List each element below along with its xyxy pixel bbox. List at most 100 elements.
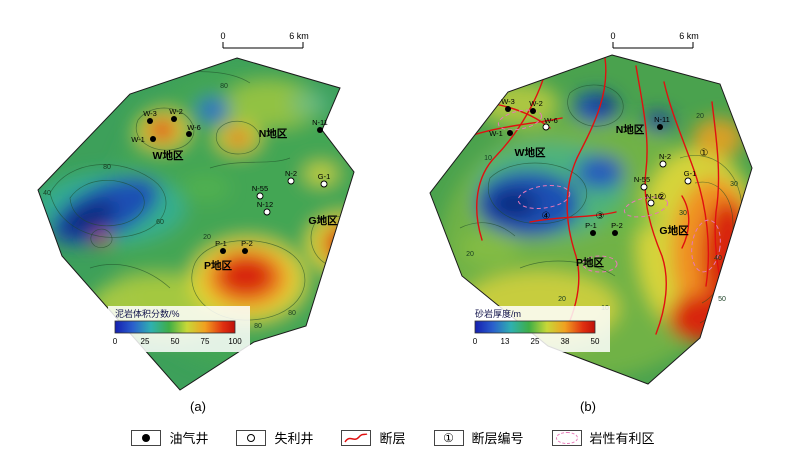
legend: 油气井 失利井 断层 ① 断层编号 岩性有利区 xyxy=(0,428,786,447)
legend-item-failed-well: 失利井 xyxy=(236,428,313,447)
contour-value-label: 60 xyxy=(156,219,164,226)
contour-value-label: 80 xyxy=(254,323,262,330)
fault-number-label: ② xyxy=(658,192,667,203)
colorbar-tick: 50 xyxy=(171,337,180,346)
failed-well-marker xyxy=(640,183,648,191)
scalebar-end-label: 6 km xyxy=(289,31,309,41)
colorbar-tick: 75 xyxy=(201,337,210,346)
well-label: N-2 xyxy=(285,169,297,178)
oil-well-marker xyxy=(186,131,192,137)
colorbar-tick: 100 xyxy=(228,337,242,346)
well-label: N-2 xyxy=(659,152,671,161)
region-label: G地区 xyxy=(308,214,338,227)
oil-well-marker xyxy=(505,106,511,112)
oil-well-marker xyxy=(612,230,618,236)
well-label: P-2 xyxy=(611,221,623,230)
map-a-outline xyxy=(37,57,355,391)
failed-well-marker xyxy=(263,208,271,216)
contour-value-label: 20 xyxy=(696,113,704,120)
oil-well-icon xyxy=(142,433,151,442)
fault-lines xyxy=(469,57,727,335)
oil-well-marker xyxy=(657,124,663,130)
map-b-outline xyxy=(429,54,753,385)
oil-well-marker xyxy=(507,130,513,136)
region-label: P地区 xyxy=(204,259,233,272)
region-label: N地区 xyxy=(616,123,645,136)
failed-well-marker xyxy=(542,123,550,131)
legend-label: 岩性有利区 xyxy=(589,431,655,446)
contour-value-label: 40 xyxy=(714,255,722,262)
map-b-overlay: 102030304050201020①②③④W地区N地区G地区P地区W-3W-2… xyxy=(466,97,738,312)
contour-value-label: 10 xyxy=(484,155,492,162)
colorbar-tick: 13 xyxy=(501,337,510,346)
legend-label: 失利井 xyxy=(274,431,314,446)
colorbar-tick: 0 xyxy=(113,337,118,346)
legend-item-favorable-zone: 岩性有利区 xyxy=(551,428,655,447)
contour-value-label: 50 xyxy=(718,296,726,303)
oil-well-marker xyxy=(150,136,156,142)
favorable-zone-symbol-box xyxy=(551,429,582,446)
panel-b: 102030304050201020①②③④W地区N地区G地区P地区W-3W-2… xyxy=(400,8,776,400)
legend-item-fault: 断层 xyxy=(341,428,406,447)
contour-value-label: 20 xyxy=(558,296,566,303)
region-label: W地区 xyxy=(515,146,546,159)
well-label: N-55 xyxy=(252,184,268,193)
oil-well-marker xyxy=(220,248,226,254)
contour-value-label: 30 xyxy=(730,181,738,188)
well-label: W-3 xyxy=(501,97,515,106)
colorbar-a: 泥岩体积分数/% 0 25 50 75 100 xyxy=(108,306,250,352)
well-label: W-6 xyxy=(187,123,201,132)
well-label: W-2 xyxy=(529,99,543,108)
colorbar-title: 泥岩体积分数/% xyxy=(115,308,180,319)
well-label: G-1 xyxy=(318,172,331,181)
contour-value-label: 80 xyxy=(288,310,296,317)
failed-well-symbol-box xyxy=(236,429,267,446)
well-label: P-1 xyxy=(585,221,597,230)
panel-a: 80 40 80 60 20 80 80 W地区 N地区 G地区 P地区 W-3 W-2 W-6 W-1 N-… xyxy=(10,8,386,400)
fault-number-label: ① xyxy=(700,148,709,159)
failed-well-marker xyxy=(320,180,328,188)
failed-well-marker xyxy=(287,177,295,185)
colorbar-tick: 25 xyxy=(531,337,540,346)
legend-item-fault-number: ① 断层编号 xyxy=(433,428,524,447)
well-label: P-2 xyxy=(241,239,253,248)
well-label: W-6 xyxy=(544,116,558,125)
well-label: N-16 xyxy=(646,192,662,201)
colorbar-title: 砂岩厚度/m xyxy=(475,308,521,319)
well-label: G-1 xyxy=(684,169,697,178)
colorbar-tick: 50 xyxy=(591,337,600,346)
region-label: W地区 xyxy=(153,149,184,162)
contour-value-label: 40 xyxy=(43,190,51,197)
scalebar-a: 0 6 km xyxy=(220,31,309,49)
oil-well-marker xyxy=(590,230,596,236)
oil-well-marker xyxy=(530,108,536,114)
favorable-zones xyxy=(497,109,721,273)
fault-line-icon xyxy=(344,432,368,442)
scalebar-zero-label: 0 xyxy=(610,31,615,41)
panel-a-caption: (a) xyxy=(190,399,206,414)
legend-label: 油气井 xyxy=(169,431,209,446)
oil-well-marker xyxy=(242,248,248,254)
oil-well-marker xyxy=(147,118,153,124)
fault-number-label: ③ xyxy=(596,211,605,222)
contour-value-label: 20 xyxy=(203,234,211,241)
well-label: N-11 xyxy=(312,118,328,127)
region-label: N地区 xyxy=(259,127,288,140)
dashed-ellipse-icon xyxy=(555,431,578,444)
map-a-overlay: 80 40 80 60 20 80 80 W地区 N地区 G地区 P地区 W-3 W-2 W-6 W-1 N-… xyxy=(43,83,338,330)
legend-label: 断层编号 xyxy=(471,431,524,446)
oil-well-symbol-box xyxy=(131,429,162,446)
well-label: N-12 xyxy=(257,200,273,209)
contour-value-label: 20 xyxy=(466,251,474,258)
failed-well-marker xyxy=(256,192,264,200)
well-label: N-11 xyxy=(654,115,670,124)
region-label: G地区 xyxy=(659,224,689,237)
scalebar-zero-label: 0 xyxy=(220,31,225,41)
well-label: W-1 xyxy=(489,129,503,138)
fault-symbol-box xyxy=(341,429,372,446)
fault-number-label: ④ xyxy=(542,211,551,222)
well-label: P-1 xyxy=(215,239,227,248)
failed-well-marker xyxy=(647,199,655,207)
scalebar-b: 0 6 km xyxy=(610,31,699,49)
